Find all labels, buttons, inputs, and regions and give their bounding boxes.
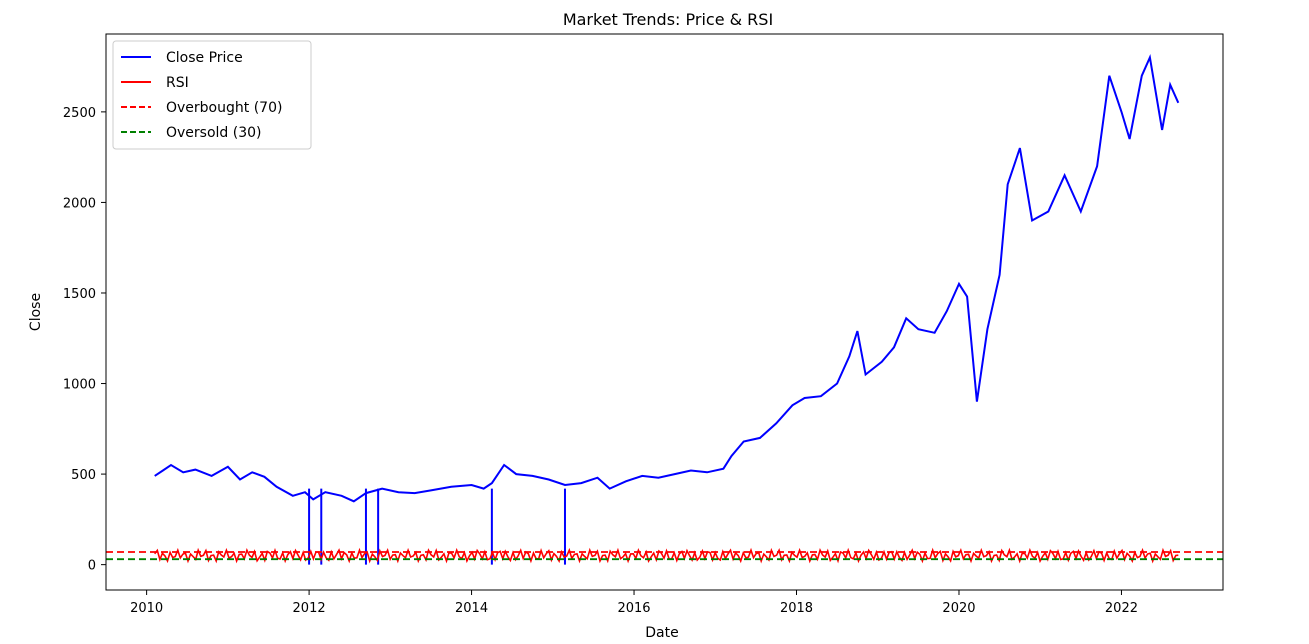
chart-title: Market Trends: Price & RSI	[563, 10, 773, 29]
x-tick-label: 2010	[130, 601, 163, 616]
x-tick-label: 2012	[293, 601, 326, 616]
close-price-line	[154, 54, 1180, 503]
y-tick-label: 1500	[63, 287, 96, 302]
plot-series	[106, 54, 1223, 565]
legend-label: Close Price	[166, 50, 243, 66]
y-tick-label: 2500	[63, 106, 96, 121]
x-tick-label: 2020	[942, 601, 975, 616]
y-tick-label: 2000	[63, 196, 96, 211]
y-tick-label: 1000	[63, 378, 96, 393]
y-tick-label: 500	[71, 468, 96, 483]
legend-label: RSI	[166, 75, 189, 91]
legend-label: Overbought (70)	[166, 100, 282, 116]
y-tick-label: 0	[88, 559, 96, 574]
x-tick-label: 2018	[780, 601, 813, 616]
rsi-line	[154, 547, 1179, 564]
x-axis: 2010 2012 2014 2016 2018 2020 2022	[130, 590, 1138, 616]
plot-frame	[105, 33, 1224, 591]
legend-label: Oversold (30)	[166, 125, 262, 141]
y-axis-label: Close	[28, 293, 44, 331]
x-tick-label: 2014	[455, 601, 488, 616]
x-axis-label: Date	[645, 625, 678, 641]
legend: Close Price RSI Overbought (70) Oversold (3…	[112, 40, 312, 150]
legend-box	[112, 40, 312, 150]
y-axis: 0 500 1000 1500 2000 2500	[63, 106, 106, 574]
x-tick-label: 2016	[617, 601, 650, 616]
x-tick-label: 2022	[1105, 601, 1138, 616]
